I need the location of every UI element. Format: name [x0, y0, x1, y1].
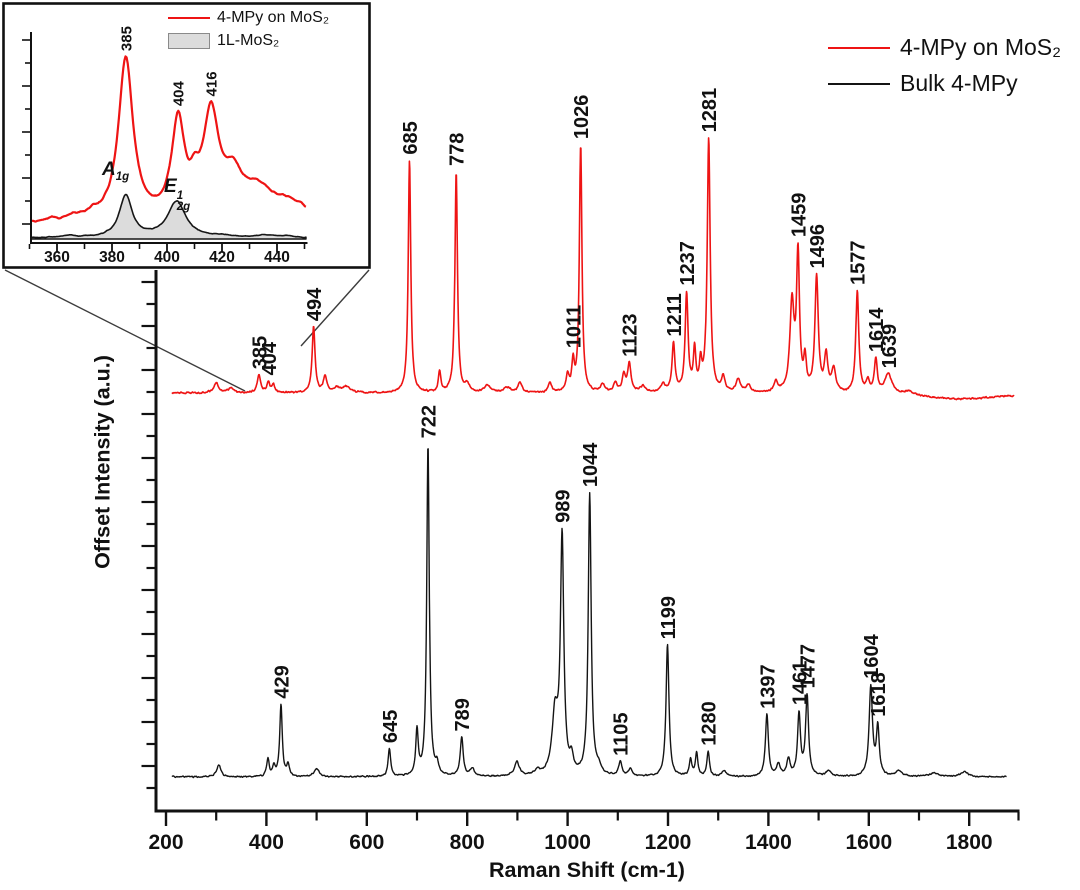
peak-label-722-black: 722: [418, 405, 440, 438]
peak-label-1604-black: 1604: [861, 633, 883, 678]
inset-legend-label: 4-MPy on MoS₂: [217, 9, 330, 26]
peak-label-1618-black: 1618: [868, 672, 890, 717]
peak-label-1237-red: 1237: [677, 241, 699, 286]
x-tick-label-1400: 1400: [745, 831, 792, 854]
peak-label-1211-red: 1211: [664, 293, 686, 336]
peak-label-1123-red: 1123: [620, 314, 642, 357]
peak-label-1477-black: 1477: [797, 644, 819, 689]
inset-x-tick-label-420: 420: [209, 249, 235, 266]
annotation-letter: E: [164, 176, 177, 197]
inset-callout-line-0: [4, 269, 246, 392]
inset-x-tick-label-360: 360: [44, 249, 70, 266]
peak-label-1496-red: 1496: [807, 224, 829, 269]
annotation-sup: 1: [176, 190, 184, 202]
x-tick-label-1800: 1800: [946, 831, 993, 854]
peak-label-1397-black: 1397: [757, 664, 779, 709]
legend-entry-4mpy-on-mos2: 4-MPy on MoS₂: [828, 34, 1061, 61]
peak-label-404-red: 404: [259, 341, 281, 375]
inset-series-1l-mos2: [30, 193, 307, 240]
x-tick-label-1200: 1200: [645, 831, 692, 854]
peak-label-685-red: 685: [400, 121, 422, 154]
peak-label-385-inset: 385: [118, 26, 135, 51]
legend-label: 4-MPy on MoS₂: [900, 34, 1062, 60]
peak-label-1044-black: 1044: [580, 442, 602, 487]
annotation-sub: 1g: [115, 170, 130, 183]
peak-label-494-red: 494: [304, 287, 326, 321]
inset-legend-graybox-icon: [168, 33, 210, 49]
inset-legend-label: 1L-MoS₂: [217, 32, 280, 49]
peak-label-1461-black: 1461: [789, 661, 811, 706]
inset-x-tick-label-400: 400: [154, 249, 180, 266]
x-axis-title: Raman Shift (cm-1): [489, 858, 685, 882]
series-curve-4mpy-on-mos2: [171, 137, 1015, 401]
series-curve-bulk-4mpy: [171, 448, 1007, 779]
inset-x-tick-label-380: 380: [99, 249, 125, 266]
x-tick-label-600: 600: [349, 831, 384, 854]
x-tick-label-1000: 1000: [544, 831, 591, 854]
inset-legend-entry-4mpy: 4-MPy on MoS₂: [168, 9, 329, 27]
x-tick-label-800: 800: [450, 831, 485, 854]
annotation-e2g1: E 1 2g: [164, 177, 190, 213]
peak-label-1459-red: 1459: [788, 193, 810, 238]
inset-series-4mpy-on-mos2: [30, 55, 307, 223]
legend-entry-bulk-4mpy: Bulk 4-MPy: [828, 70, 1061, 97]
inset-legend: 4-MPy on MoS₂ 1L-MoS₂: [168, 9, 329, 50]
peak-label-1614-red: 1614: [866, 307, 888, 352]
peak-label-1199-black: 1199: [658, 596, 680, 639]
inset-legend-entry-1l-mos2: 1L-MoS₂: [168, 32, 329, 50]
inset-x-tick-label-440: 440: [264, 249, 290, 266]
x-tick-label-200: 200: [148, 831, 183, 854]
legend-line-red-icon: [828, 46, 890, 49]
x-tick-label-1600: 1600: [845, 831, 892, 854]
peak-label-1011-red: 1011: [564, 305, 586, 348]
peak-label-416-inset: 416: [204, 71, 221, 96]
peak-label-1577-red: 1577: [848, 240, 870, 285]
peak-label-1639-red: 1639: [879, 324, 901, 369]
annotation-a1g: A1g: [102, 160, 129, 183]
inset-legend-line-red-icon: [168, 17, 210, 19]
peak-label-989-black: 989: [552, 490, 574, 523]
peak-label-429-black: 429: [271, 665, 293, 698]
x-tick-label-400: 400: [249, 831, 284, 854]
main-legend: 4-MPy on MoS₂ Bulk 4-MPy: [828, 34, 1061, 97]
peak-label-1280-black: 1280: [699, 701, 721, 746]
peak-label-778-red: 778: [447, 133, 469, 166]
peak-label-1105-black: 1105: [611, 713, 633, 756]
legend-line-black-icon: [828, 82, 890, 85]
peak-label-789-black: 789: [452, 698, 474, 731]
peak-label-1281-red: 1281: [699, 88, 721, 133]
annotation-letter: A: [102, 159, 116, 180]
annotation-sub: 2g: [176, 200, 191, 213]
y-axis-title: Offset Intensity (a.u.): [90, 355, 115, 569]
peak-label-645-black: 645: [380, 710, 402, 743]
peak-label-385-red: 385: [249, 336, 271, 369]
peak-label-1026-red: 1026: [571, 95, 593, 140]
legend-label: Bulk 4-MPy: [900, 70, 1018, 96]
peak-label-404-inset: 404: [171, 80, 188, 106]
